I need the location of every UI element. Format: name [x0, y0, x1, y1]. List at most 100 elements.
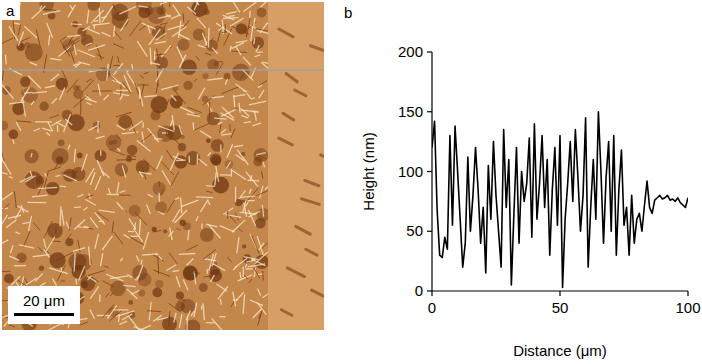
texture-wire [89, 246, 91, 265]
texture-wire [221, 134, 231, 136]
texture-wire [140, 75, 144, 79]
texture-wire [15, 232, 19, 234]
texture-wire [59, 87, 64, 99]
texture-wire [147, 204, 151, 213]
texture-wire [166, 265, 176, 271]
texture-wire [201, 199, 209, 211]
texture-wire [207, 200, 210, 205]
afm-image [2, 2, 324, 330]
texture-wire [19, 44, 26, 49]
texture-wire [169, 303, 181, 311]
texture-wire [38, 247, 43, 252]
texture-wire [67, 234, 72, 240]
texture-spot [39, 266, 44, 271]
texture-wire [233, 95, 246, 97]
texture-wire [114, 309, 129, 310]
texture-wire [115, 31, 122, 39]
texture-spot [177, 39, 189, 51]
texture-wire [188, 156, 190, 163]
texture-wire [172, 115, 174, 131]
texture-wire [213, 264, 225, 271]
texture-wire [260, 186, 263, 198]
texture-wire [249, 279, 252, 283]
texture-wire [5, 55, 7, 65]
texture-wire [137, 265, 143, 281]
texture-wire [260, 23, 268, 34]
substrate-streak [302, 199, 320, 205]
texture-wire [129, 121, 142, 131]
texture-wire [51, 120, 61, 126]
substrate-streak [286, 74, 297, 82]
texture-wire [52, 98, 57, 103]
texture-wire [160, 23, 168, 25]
texture-wire [114, 232, 123, 244]
texture-wire [249, 101, 266, 105]
texture-wire [246, 202, 249, 207]
texture-wire [102, 281, 113, 287]
texture-wire [259, 90, 264, 98]
texture-wire [174, 90, 186, 104]
texture-wire [113, 65, 120, 66]
texture-wire [110, 292, 113, 296]
texture-wire [90, 310, 95, 319]
texture-wire [258, 288, 261, 295]
texture-wire [227, 258, 231, 262]
substrate-texture [279, 29, 324, 315]
texture-wire [248, 180, 260, 182]
texture-wire [257, 303, 266, 315]
texture-wire [229, 15, 235, 17]
scale-bar-label: 20 μm [23, 292, 65, 309]
texture-wire [35, 121, 52, 122]
texture-wire [64, 114, 71, 131]
texture-wire [198, 159, 207, 166]
texture-wire [157, 255, 159, 274]
texture-wire [148, 26, 150, 33]
texture-wire [216, 23, 232, 34]
texture-wire [208, 224, 220, 238]
texture-wire [142, 254, 158, 255]
texture-wire [227, 211, 228, 219]
texture-wire [111, 76, 125, 88]
texture-wire [55, 226, 56, 234]
substrate-streak [312, 290, 324, 298]
height-profile [432, 112, 688, 288]
texture-wire [86, 270, 105, 276]
substrate-streak [279, 29, 293, 37]
x-axis-title: Distance (μm) [513, 342, 607, 359]
texture-wire [262, 271, 264, 281]
texture-spot [95, 150, 107, 162]
texture-wire [171, 95, 176, 100]
texture-spot [183, 81, 192, 90]
afm-substrate [268, 2, 324, 330]
texture-wire [61, 172, 78, 174]
texture-wire [35, 274, 43, 282]
texture-wire [250, 300, 263, 305]
texture-wire [208, 28, 210, 48]
texture-wire [141, 133, 152, 141]
texture-wire [99, 294, 100, 302]
texture-wire [232, 170, 246, 180]
texture-wire [82, 27, 90, 32]
texture-wire [251, 97, 255, 99]
texture-wire [150, 48, 151, 65]
texture-wire [109, 149, 125, 155]
texture-wire [203, 249, 216, 259]
texture-wire [223, 208, 233, 215]
texture-spot [199, 283, 208, 292]
texture-wire [49, 268, 68, 274]
texture-wire [222, 31, 227, 33]
texture-wire [143, 232, 149, 249]
texture-wire [112, 222, 114, 234]
texture-wire [62, 210, 64, 226]
texture-wire [220, 124, 221, 133]
texture-wire [100, 150, 101, 156]
texture-spot [73, 85, 78, 90]
texture-wire [162, 170, 171, 184]
texture-wire [144, 72, 149, 74]
texture-wire [232, 220, 245, 232]
texture-wire [78, 227, 89, 228]
texture-wire [254, 18, 255, 26]
texture-wire [108, 188, 110, 193]
texture-wire [2, 192, 13, 200]
texture-wire [161, 85, 178, 89]
